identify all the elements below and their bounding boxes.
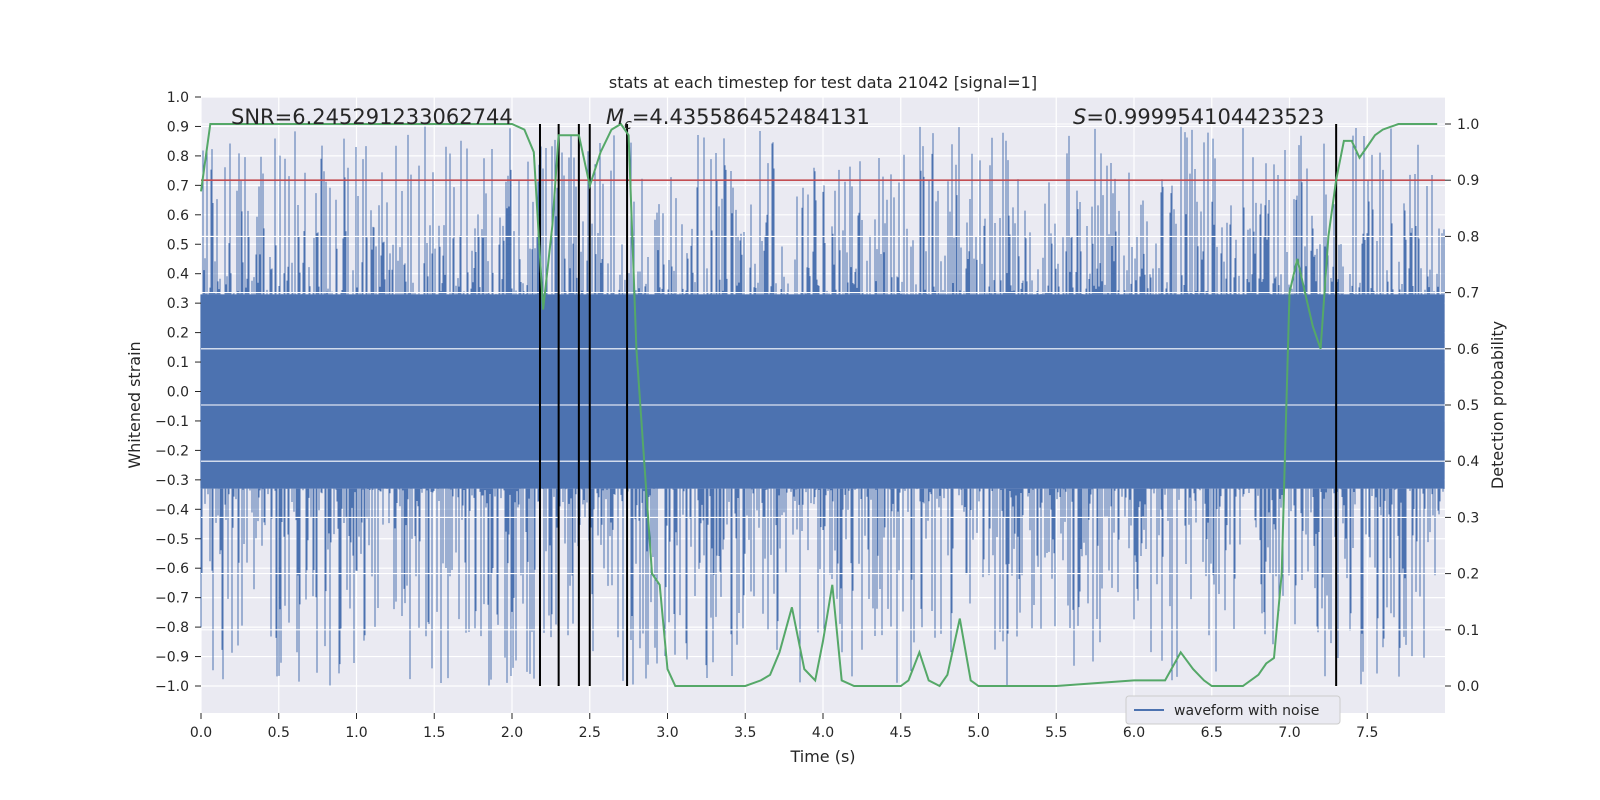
legend-entry-waveform: waveform with noise	[1174, 703, 1319, 719]
x-axis-ticks: 0.0 0.5 1.0 1.5 2.0 2.5 3.0 3.5 4.0 4.5 5.0 5.5 6.0 6…	[190, 713, 1378, 741]
y-tick-label-18: −0.8	[155, 620, 189, 636]
y-tick-label-10: 0.0	[167, 385, 189, 401]
y-tick-label-6: 0.4	[167, 267, 189, 283]
y-axis-ticks: 1.0 0.9 0.8 0.7 0.6 0.5 0.4 0.3 0.2 0.1 0.0 −0.1 −0.…	[155, 90, 201, 695]
y-tick-label-13: −0.3	[155, 473, 189, 489]
mc-annotation: Mc=4.435586452484131	[606, 105, 870, 133]
x-tick-label-8: 4.0	[812, 725, 834, 741]
y2-axis-label: Detection probability	[1488, 321, 1507, 489]
x-tick-label-1: 0.5	[268, 725, 290, 741]
chart-title: stats at each timestep for test data 210…	[609, 73, 1037, 92]
y-tick-label-14: −0.4	[155, 502, 189, 518]
y2-tick-label-6: 0.4	[1457, 454, 1479, 470]
x-tick-label-7: 3.5	[734, 725, 756, 741]
y-tick-label-8: 0.2	[167, 326, 189, 342]
waveform-band	[200, 294, 1445, 489]
y-tick-label-15: −0.5	[155, 532, 189, 548]
y-tick-label-16: −0.6	[155, 561, 189, 577]
x-tick-label-14: 7.0	[1278, 725, 1300, 741]
x-tick-label-4: 2.0	[501, 725, 523, 741]
y-axis-label: Whitened strain	[125, 341, 144, 468]
y-tick-label-12: −0.2	[155, 443, 189, 459]
legend-box	[1125, 695, 1341, 725]
y-tick-label-2: 0.8	[167, 149, 189, 165]
x-tick-label-9: 4.5	[890, 725, 912, 741]
y-tick-label-11: −0.1	[155, 414, 189, 430]
y2-tick-label-2: 0.8	[1457, 229, 1479, 245]
y2-tick-label-1: 0.9	[1457, 173, 1479, 189]
x-tick-label-10: 5.0	[967, 725, 989, 741]
probability-line	[200, 122, 1438, 688]
y-tick-label-19: −0.9	[155, 650, 189, 666]
mc-value: =4.435586452484131	[632, 105, 870, 129]
y-tick-label-5: 0.5	[167, 237, 189, 253]
y-tick-label-0: 1.0	[167, 90, 189, 106]
y2-tick-label-7: 0.3	[1457, 510, 1479, 526]
y2-tick-label-3: 0.7	[1457, 286, 1479, 302]
x-tick-label-2: 1.0	[345, 725, 367, 741]
s-symbol: S	[1073, 105, 1086, 129]
y-tick-label-20: −1.0	[155, 679, 189, 695]
mc-symbol: M	[606, 105, 624, 129]
mc-subscript: c	[624, 117, 632, 133]
snr-annotation: SNR=6.245291233062744	[231, 105, 513, 129]
y-tick-label-17: −0.7	[155, 591, 189, 607]
x-tick-label-13: 6.5	[1201, 725, 1223, 741]
x-tick-label-0: 0.0	[190, 725, 212, 741]
vertical-markers	[538, 124, 1338, 686]
y2-tick-label-8: 0.2	[1457, 567, 1479, 583]
legend: waveform with noise	[1125, 695, 1341, 725]
waveform-spikes	[200, 126, 1445, 686]
y-tick-label-3: 0.7	[167, 178, 189, 194]
x-tick-label-5: 2.5	[579, 725, 601, 741]
s-value: =0.999954104423523	[1086, 105, 1324, 129]
y-tick-label-1: 0.9	[167, 119, 189, 135]
y2-tick-label-5: 0.5	[1457, 398, 1479, 414]
y2-tick-label-0: 1.0	[1457, 117, 1479, 133]
y2-axis-ticks: 1.0 0.9 0.8 0.7 0.6 0.5 0.4 0.3 0.2 0.1 0.0	[1445, 117, 1479, 695]
y-tick-label-4: 0.6	[167, 208, 189, 224]
y2-tick-label-10: 0.0	[1457, 679, 1479, 695]
x-tick-label-11: 5.5	[1045, 725, 1067, 741]
s-annotation: S=0.999954104423523	[1073, 105, 1324, 129]
y-tick-label-9: 0.1	[167, 355, 189, 371]
y2-tick-label-4: 0.6	[1457, 342, 1479, 358]
y2-tick-label-9: 0.1	[1457, 623, 1479, 639]
y-tick-label-7: 0.3	[167, 296, 189, 312]
x-tick-label-6: 3.0	[656, 725, 678, 741]
x-tick-label-15: 7.5	[1356, 725, 1378, 741]
x-tick-label-3: 1.5	[423, 725, 445, 741]
x-axis-label: Time (s)	[789, 747, 855, 766]
x-tick-label-12: 6.0	[1123, 725, 1145, 741]
